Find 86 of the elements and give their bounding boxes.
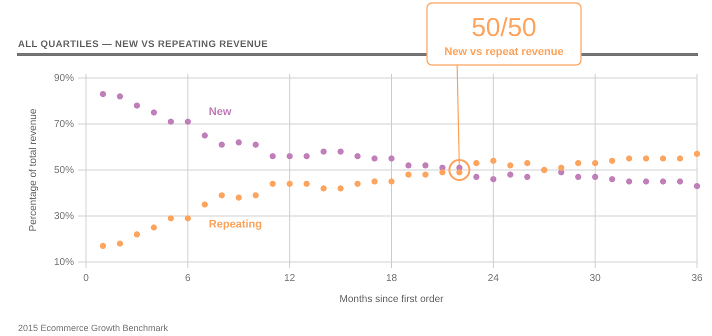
point [507, 172, 514, 178]
point [354, 180, 361, 187]
y-tick-label: 70% [54, 119, 74, 130]
x-tick-label: 24 [488, 273, 500, 284]
point [405, 162, 412, 168]
point [100, 91, 106, 98]
point [150, 109, 157, 116]
point [694, 150, 700, 157]
point [507, 162, 514, 168]
y-tick-label: 90% [54, 73, 74, 84]
point [202, 201, 208, 208]
point [304, 180, 310, 187]
point [642, 178, 650, 185]
point [388, 178, 395, 185]
point [270, 180, 276, 187]
point [490, 158, 496, 164]
point [609, 176, 616, 182]
point [304, 153, 310, 160]
point [473, 174, 480, 180]
point [320, 185, 327, 192]
point [609, 158, 616, 164]
point [388, 155, 395, 162]
x-axis-title: Months since first order [340, 294, 444, 305]
y-tick-label: 30% [54, 211, 74, 222]
point [524, 160, 530, 166]
point [371, 155, 378, 162]
point [116, 93, 124, 100]
point [473, 160, 480, 166]
point [184, 118, 191, 125]
y-axis-title: Percentage of total revenue [28, 108, 39, 232]
point [422, 172, 429, 178]
point [134, 102, 140, 109]
x-tick-label: 30 [590, 273, 602, 284]
point [286, 180, 293, 187]
point [337, 185, 344, 192]
point [320, 148, 327, 155]
point [236, 139, 242, 146]
point [592, 174, 598, 180]
text: 2015 Ecommerce Growth Benchmark [18, 323, 169, 333]
x-tick-label: 0 [83, 273, 90, 284]
point [575, 160, 582, 166]
point [184, 215, 191, 222]
point [405, 172, 412, 178]
point [202, 132, 208, 139]
point [642, 155, 650, 162]
point [116, 240, 124, 247]
point [626, 155, 632, 162]
point [575, 174, 582, 180]
point [371, 178, 378, 185]
point [490, 176, 496, 182]
point [286, 153, 293, 160]
point [660, 178, 666, 185]
point [100, 242, 106, 249]
x-tick-label: 6 [185, 273, 192, 284]
series-label: New [208, 106, 232, 118]
point [626, 178, 632, 185]
point [270, 153, 276, 160]
point [337, 148, 344, 155]
point [252, 142, 259, 148]
point [218, 142, 225, 148]
point [236, 194, 242, 201]
point [150, 224, 157, 231]
point [694, 183, 700, 190]
point [354, 153, 361, 160]
x-tick-label: 18 [386, 273, 398, 284]
chart-title: ALL QUARTILES — NEW VS REPEATING REVENUE [18, 39, 268, 50]
point [439, 169, 446, 176]
point [252, 192, 259, 198]
y-tick-label: 50% [54, 165, 74, 176]
point [218, 192, 225, 198]
point [422, 162, 429, 168]
point [168, 215, 174, 222]
point [168, 118, 174, 125]
point [660, 155, 666, 162]
point [592, 160, 598, 166]
text: 50/50 [471, 12, 537, 42]
point [524, 174, 530, 180]
annotation: New vs repeat revenue [444, 46, 564, 58]
x-tick-label: 12 [284, 273, 296, 284]
point [676, 178, 684, 185]
y-tick-label: 10% [54, 257, 74, 268]
series-label: Repeating [208, 218, 262, 230]
point [134, 231, 140, 238]
x-tick-label: 36 [691, 273, 703, 284]
point [676, 155, 684, 162]
point [558, 164, 564, 171]
